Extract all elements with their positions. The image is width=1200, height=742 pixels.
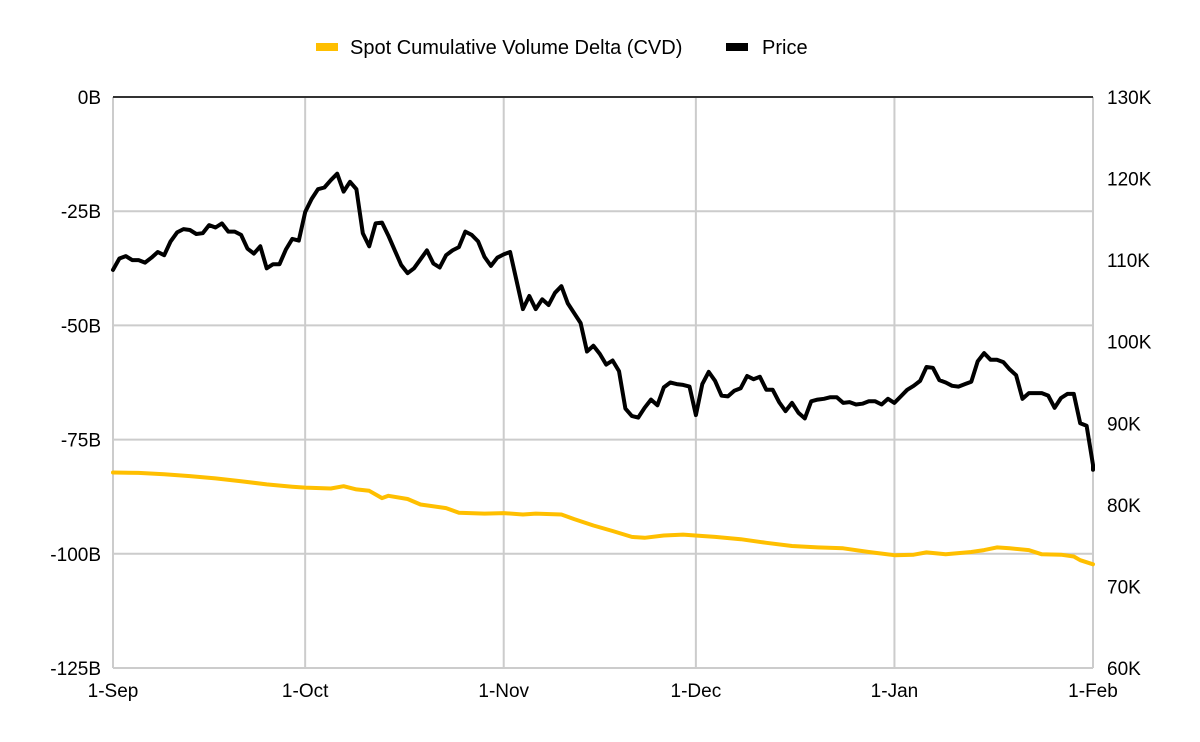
x-tick-label: 1-Nov [478,681,529,702]
legend-label-cvd: Spot Cumulative Volume Delta (CVD) [350,37,682,59]
left-tick-label: -125B [50,659,101,680]
right-tick-label: 110K [1107,251,1150,272]
right-tick-label: 90K [1107,414,1141,435]
left-tick-label: -25B [61,202,101,223]
left-tick-label: -75B [61,431,101,452]
right-tick-label: 80K [1107,496,1141,517]
right-tick-label: 60K [1107,659,1141,680]
right-axis-ticks: 130K 120K 110K 100K 90K 80K 70K 60K [1107,88,1152,680]
left-tick-label: -100B [50,545,101,566]
left-axis-ticks: 0B -25B -50B -75B -100B -125B [50,88,101,680]
grid [112,96,1094,669]
x-tick-label: 1-Jan [871,681,919,702]
x-tick-label: 1-Dec [671,681,722,702]
x-tick-label: 1-Sep [88,681,139,702]
left-tick-label: -50B [61,316,101,337]
cvd-line [111,470,1095,567]
legend-swatch-cvd [316,43,338,51]
legend-label-price: Price [762,37,808,59]
series-layer [111,171,1095,567]
price-line [111,171,1095,472]
right-tick-label: 70K [1107,577,1141,598]
right-tick-label: 100K [1107,333,1152,354]
legend-swatch-price [726,43,748,51]
x-tick-label: 1-Oct [282,681,329,702]
left-tick-label: 0B [78,88,101,109]
x-tick-label: 1-Feb [1068,681,1118,702]
right-tick-label: 120K [1107,170,1152,191]
right-tick-label: 130K [1107,88,1152,109]
x-axis-ticks: 1-Sep 1-Oct 1-Nov 1-Dec 1-Jan 1-Feb [88,681,1118,702]
legend: Spot Cumulative Volume Delta (CVD) Price [316,37,808,59]
